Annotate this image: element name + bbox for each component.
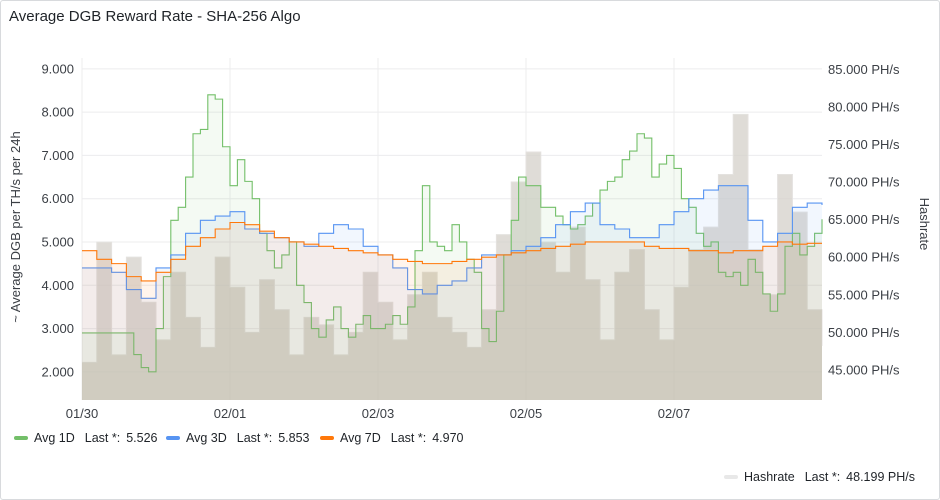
x-tick-label: 02/01 [214, 406, 247, 421]
legend-last-value: 48.199 PH/s [846, 470, 915, 484]
y-tick-label: 4.000 [41, 278, 74, 293]
legend-swatch [14, 436, 28, 440]
y-tick-label: 6.000 [41, 191, 74, 206]
y-axis-title: ~ Average DGB per TH/s per 24h [8, 131, 23, 322]
legend-item-avg-3d[interactable]: Avg 3D Last *: 5.853 [166, 431, 309, 445]
legend-item-avg-7d[interactable]: Avg 7D Last *: 4.970 [320, 431, 463, 445]
legend-swatch [166, 436, 180, 440]
y2-tick-label: 50.000 PH/s [828, 325, 900, 340]
y2-axis-title: Hashrate [917, 198, 932, 251]
x-tick-label: 02/05 [510, 406, 543, 421]
legend-name: Avg 7D [340, 431, 381, 445]
legend-swatch [320, 436, 334, 440]
y2-tick-label: 70.000 PH/s [828, 175, 900, 190]
legend-name: Avg 3D [186, 431, 227, 445]
legend-item-avg-1d[interactable]: Avg 1D Last *: 5.526 [14, 431, 157, 445]
y-tick-label: 7.000 [41, 148, 74, 163]
x-tick-label: 02/03 [362, 406, 395, 421]
series-line-avg-7d[interactable] [82, 221, 822, 282]
y-tick-label: 9.000 [41, 61, 74, 76]
y2-tick-label: 65.000 PH/s [828, 212, 900, 227]
legend-name: Avg 1D [34, 431, 75, 445]
y2-tick-label: 80.000 PH/s [828, 99, 900, 114]
legend-last-value: 5.526 [126, 431, 158, 445]
legend-item-hashrate[interactable]: Hashrate Last *: 48.199 PH/s [724, 470, 915, 484]
legend-last-value: 4.970 [432, 431, 464, 445]
x-tick-label: 02/07 [658, 406, 691, 421]
x-tick-label: 01/30 [66, 406, 99, 421]
y-tick-label: 5.000 [41, 234, 74, 249]
legend-last-value: 5.853 [278, 431, 310, 445]
y2-tick-label: 55.000 PH/s [828, 287, 900, 302]
y2-tick-label: 85.000 PH/s [828, 62, 900, 77]
legend-last-label: Last *: [84, 431, 121, 445]
legend-name: Hashrate [744, 470, 795, 484]
y-tick-label: 3.000 [41, 321, 74, 336]
y-tick-label: 2.000 [41, 364, 74, 379]
panel-title: Average DGB Reward Rate - SHA-256 Algo [9, 8, 301, 25]
y2-tick-label: 75.000 PH/s [828, 137, 900, 152]
legend-last-label: Last *: [390, 431, 427, 445]
y-tick-label: 8.000 [41, 105, 74, 120]
series-area-avg-3d [82, 185, 822, 400]
series-area-avg-7d [82, 222, 822, 400]
hashrate-area [82, 114, 822, 400]
y2-tick-label: 45.000 PH/s [828, 362, 900, 377]
y2-tick-label: 60.000 PH/s [828, 250, 900, 265]
series-line-avg-3d[interactable] [82, 185, 823, 299]
legend-last-label: Last *: [804, 470, 841, 484]
legend-last-label: Last *: [236, 431, 273, 445]
legend-swatch [724, 475, 738, 479]
